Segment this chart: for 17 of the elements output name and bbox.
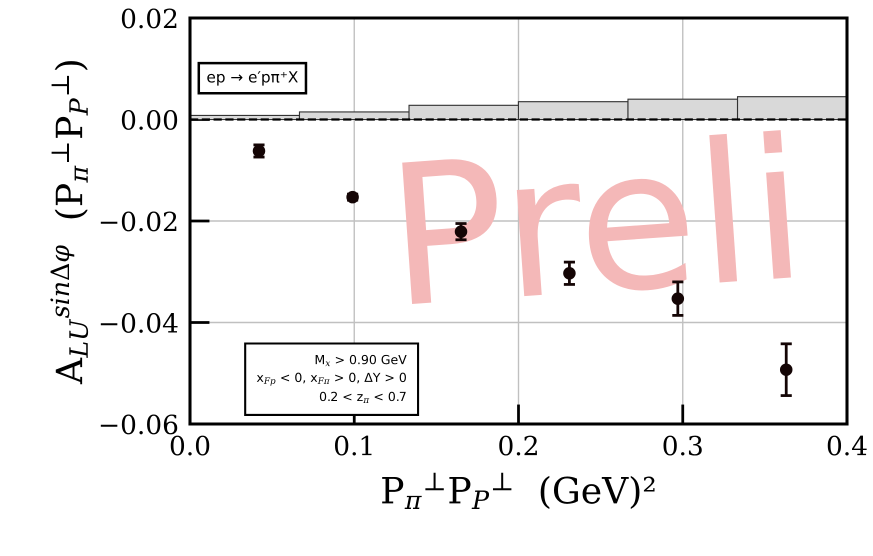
x-tick-label: 0.0 bbox=[170, 436, 210, 456]
annotation: ep → e′pπ⁺X bbox=[207, 71, 298, 86]
y-tick-label: 0.00 bbox=[122, 110, 178, 130]
point bbox=[346, 190, 359, 204]
x-tick-label: 0.4 bbox=[828, 436, 867, 456]
x-tick-label: 0.1 bbox=[335, 436, 372, 456]
y-tick-label: 0.02 bbox=[122, 8, 176, 28]
text: A$_{LU}$$^{sinΔφ}$ (P$_{π}$$^{⊥}$P$_{P}$$^{⊥}$) bbox=[50, 61, 88, 384]
text: M$_{x}$ > 0.90 GeV x$_{Fp}$ < 0, x$_{Fπ}$ > 0, ΔY > 0 0.2 < z$_{π}$ < 0.7 bbox=[256, 354, 407, 403]
x-tick-label: 0.2 bbox=[499, 436, 537, 456]
point bbox=[780, 363, 792, 376]
x-tick-label: 0.3 bbox=[664, 436, 702, 456]
x-axis-title: P$_{π}$$^{⊥}$P$_{P}$$^{⊥}$ (GeV)² bbox=[382, 472, 655, 509]
y-tick-label: −0.04 bbox=[100, 312, 178, 333]
y-tick-label: −0.06 bbox=[100, 414, 178, 434]
annotation: Preli bbox=[402, 130, 792, 307]
y-tick-label: −0.02 bbox=[100, 211, 176, 232]
